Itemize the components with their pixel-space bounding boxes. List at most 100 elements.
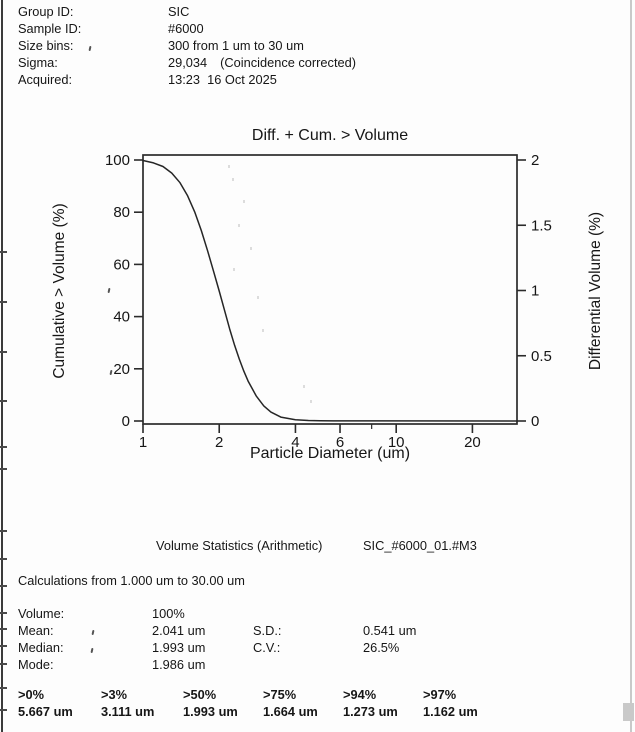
scan-corner-artifact (623, 703, 634, 721)
percentile-value: 1.664 um (263, 704, 318, 719)
scan-edge-tick (0, 446, 7, 448)
sd-value: 0.541 um (363, 623, 417, 638)
percentile-header: >97% (423, 687, 457, 702)
scan-speck (310, 400, 312, 403)
percentile-header: >75% (263, 687, 297, 702)
volume-statistics-table: Volume: 100% Mean: 2.041 um S.D.: 0.541 … (18, 606, 416, 674)
scan-edge-tick (0, 645, 7, 647)
scan-speck (303, 385, 305, 388)
percentile-value: 3.111 um (101, 704, 155, 719)
header-row-acquired: Acquired: 13:23 16 Oct 2025 (18, 71, 356, 88)
mode-value: 1.986 um (152, 657, 206, 672)
right-tick-label: 0 (531, 413, 539, 430)
header-row-size-bins: Size bins: 300 from 1 um to 30 um (18, 37, 356, 54)
percentile-header: >3% (101, 687, 127, 702)
sample-header: Group ID: SIC Sample ID: #6000 Size bins… (18, 3, 356, 88)
header-row-group-id: Group ID: SIC (18, 3, 356, 20)
scan-speck (257, 296, 259, 299)
scan-edge-line-right (630, 0, 632, 732)
percentile-table: >0% >3% >50% >75% >94% >97% 5.667 um 3.1… (18, 687, 503, 721)
chart-canvas: 0 20 40 60 80 100 0 0.5 1 1.5 2 1 2 4 6 10 20 (105, 152, 552, 451)
stats-row-median: Median: 1.993 um C.V.: 26.5% (18, 640, 416, 657)
percentile-value: 1.273 um (343, 704, 398, 719)
size-bins-value: 300 from 1 um to 30 um (168, 38, 304, 53)
percentile-value: 1.162 um (423, 704, 478, 719)
median-value: 1.993 um (152, 640, 206, 655)
left-tick-label: 40 (113, 309, 130, 326)
sample-id-label: Sample ID: (18, 21, 82, 36)
scan-edge-line (1, 0, 3, 732)
sigma-label: Sigma: (18, 55, 58, 70)
mode-label: Mode: (18, 657, 54, 672)
volume-label: Volume: (18, 606, 65, 621)
right-tick-label: 1 (531, 283, 539, 300)
scan-edge-tick (0, 301, 7, 303)
dataset-reference: SIC_#6000_01.#M3 (363, 538, 477, 553)
right-tick-label: 2 (531, 152, 539, 169)
stats-section-title: Volume Statistics (Arithmetic) (156, 538, 323, 553)
x-tick-label: 10 (388, 434, 405, 451)
sigma-note: (Coincidence corrected) (220, 55, 356, 70)
chart-title: Diff. + Cum. > Volume (251, 127, 409, 144)
x-axis-title: Particle Diameter (um) (249, 445, 411, 462)
scan-edge-tick (0, 612, 7, 614)
volume-value: 100% (152, 606, 185, 621)
scan-speck (250, 247, 252, 250)
scan-speck (238, 224, 240, 227)
x-tick-label: 6 (336, 434, 344, 451)
mean-value: 2.041 um (152, 623, 206, 638)
sigma-value: 29,034 (168, 55, 208, 70)
scan-edge-tick (0, 251, 7, 253)
stats-row-mode: Mode: 1.986 um (18, 657, 416, 674)
scan-speck (228, 165, 230, 168)
percentile-header: >50% (183, 687, 217, 702)
percentile-header: >0% (18, 687, 44, 702)
sample-id-value: #6000 (168, 21, 204, 36)
stats-spacer (253, 606, 363, 623)
scan-edge-tick (0, 663, 7, 665)
left-tick-label: 20 (113, 361, 130, 378)
header-row-sample-id: Sample ID: #6000 (18, 20, 356, 37)
header-row-sigma: Sigma: 29,034 (Coincidence corrected) (18, 54, 356, 71)
plot-frame (142, 154, 518, 425)
left-tick-label: 100 (105, 152, 130, 169)
scan-speck (233, 268, 235, 271)
scan-edge-tick (0, 628, 7, 630)
cumulative-volume-curve (142, 159, 518, 422)
scan-edge-tick (0, 468, 7, 470)
scan-edge-tick (0, 709, 7, 711)
percentile-header: >94% (343, 687, 377, 702)
scan-edge-tick (0, 687, 7, 689)
size-bins-label: Size bins: (18, 38, 74, 53)
scan-edge-tick (0, 558, 7, 560)
cv-value: 26.5% (363, 640, 400, 655)
mean-label: Mean: (18, 623, 54, 638)
stats-row-volume: Volume: 100% (18, 606, 416, 623)
acquired-value: 13:23 16 Oct 2025 (168, 72, 277, 87)
x-tick-label: 4 (291, 434, 299, 451)
left-tick-label: 0 (122, 413, 130, 430)
calculation-range: Calculations from 1.000 um to 30.00 um (18, 573, 245, 588)
x-tick-label: 1 (139, 434, 147, 451)
percentile-value: 1.993 um (183, 704, 238, 719)
acquired-label: Acquired: (18, 72, 73, 87)
x-tick-label: 20 (464, 434, 481, 451)
right-tick-label: 1.5 (531, 217, 552, 234)
cv-label: C.V.: (253, 640, 281, 655)
x-tick-label: 2 (215, 434, 223, 451)
sd-label: S.D.: (253, 623, 282, 638)
scan-speck (262, 329, 264, 332)
group-id-value: SIC (168, 4, 190, 19)
scan-edge-tick (0, 351, 7, 353)
percentile-value: 5.667 um (18, 704, 73, 719)
left-tick-label: 80 (113, 204, 130, 221)
scan-speck (232, 178, 234, 181)
group-id-label: Group ID: (18, 4, 74, 19)
median-label: Median: (18, 640, 64, 655)
scan-edge-tick (0, 585, 7, 587)
scan-edge-tick (0, 400, 7, 402)
right-tick-label: 0.5 (531, 348, 552, 365)
stats-row-mean: Mean: 2.041 um S.D.: 0.541 um (18, 623, 416, 640)
scan-edge-tick (0, 530, 7, 532)
